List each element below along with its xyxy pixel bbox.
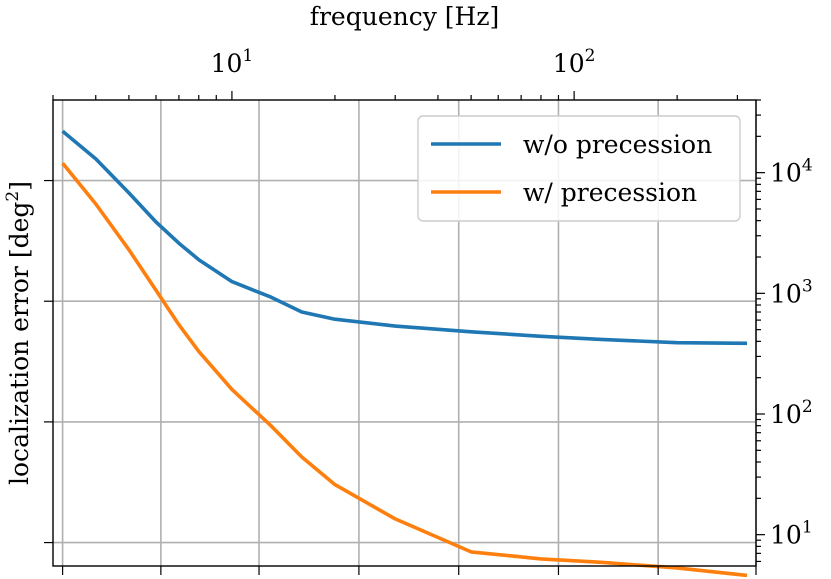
y-tick-label: 101 (770, 518, 813, 550)
y-tick-label: 102 (770, 397, 813, 429)
y-axis-label-text: localization error [deg2] (3, 181, 34, 485)
series-line-with-precession (61, 161, 748, 578)
x-tick-label-exponent: 2 (585, 46, 596, 66)
legend: w/o precession w/ precession (417, 115, 741, 222)
legend-label: w/ precession (523, 178, 697, 207)
y-tick-label-exponent: 1 (802, 518, 813, 538)
y-axis-label: localization error [deg2] (3, 181, 34, 485)
y-tick-label-exponent: 3 (802, 276, 813, 296)
x-tick-label: 102 (553, 46, 596, 78)
y-tick-label: 104 (770, 156, 813, 188)
y-tick-label: 103 (770, 276, 813, 308)
plot-lines (61, 129, 748, 578)
legend-label: w/o precession (523, 130, 712, 159)
series-line-without-precession (61, 129, 748, 346)
y-tick-label-exponent: 2 (802, 397, 813, 417)
y-tick-label-exponent: 4 (802, 156, 813, 176)
x-tick-label: 101 (211, 46, 254, 78)
y-axis-label-bracket: ] (5, 181, 34, 191)
x-tick-label-exponent: 1 (242, 46, 253, 66)
plot-frame (52, 99, 757, 567)
x-axis-label: frequency [Hz] (310, 2, 500, 31)
y-axis-label-exponent: 2 (3, 191, 23, 202)
